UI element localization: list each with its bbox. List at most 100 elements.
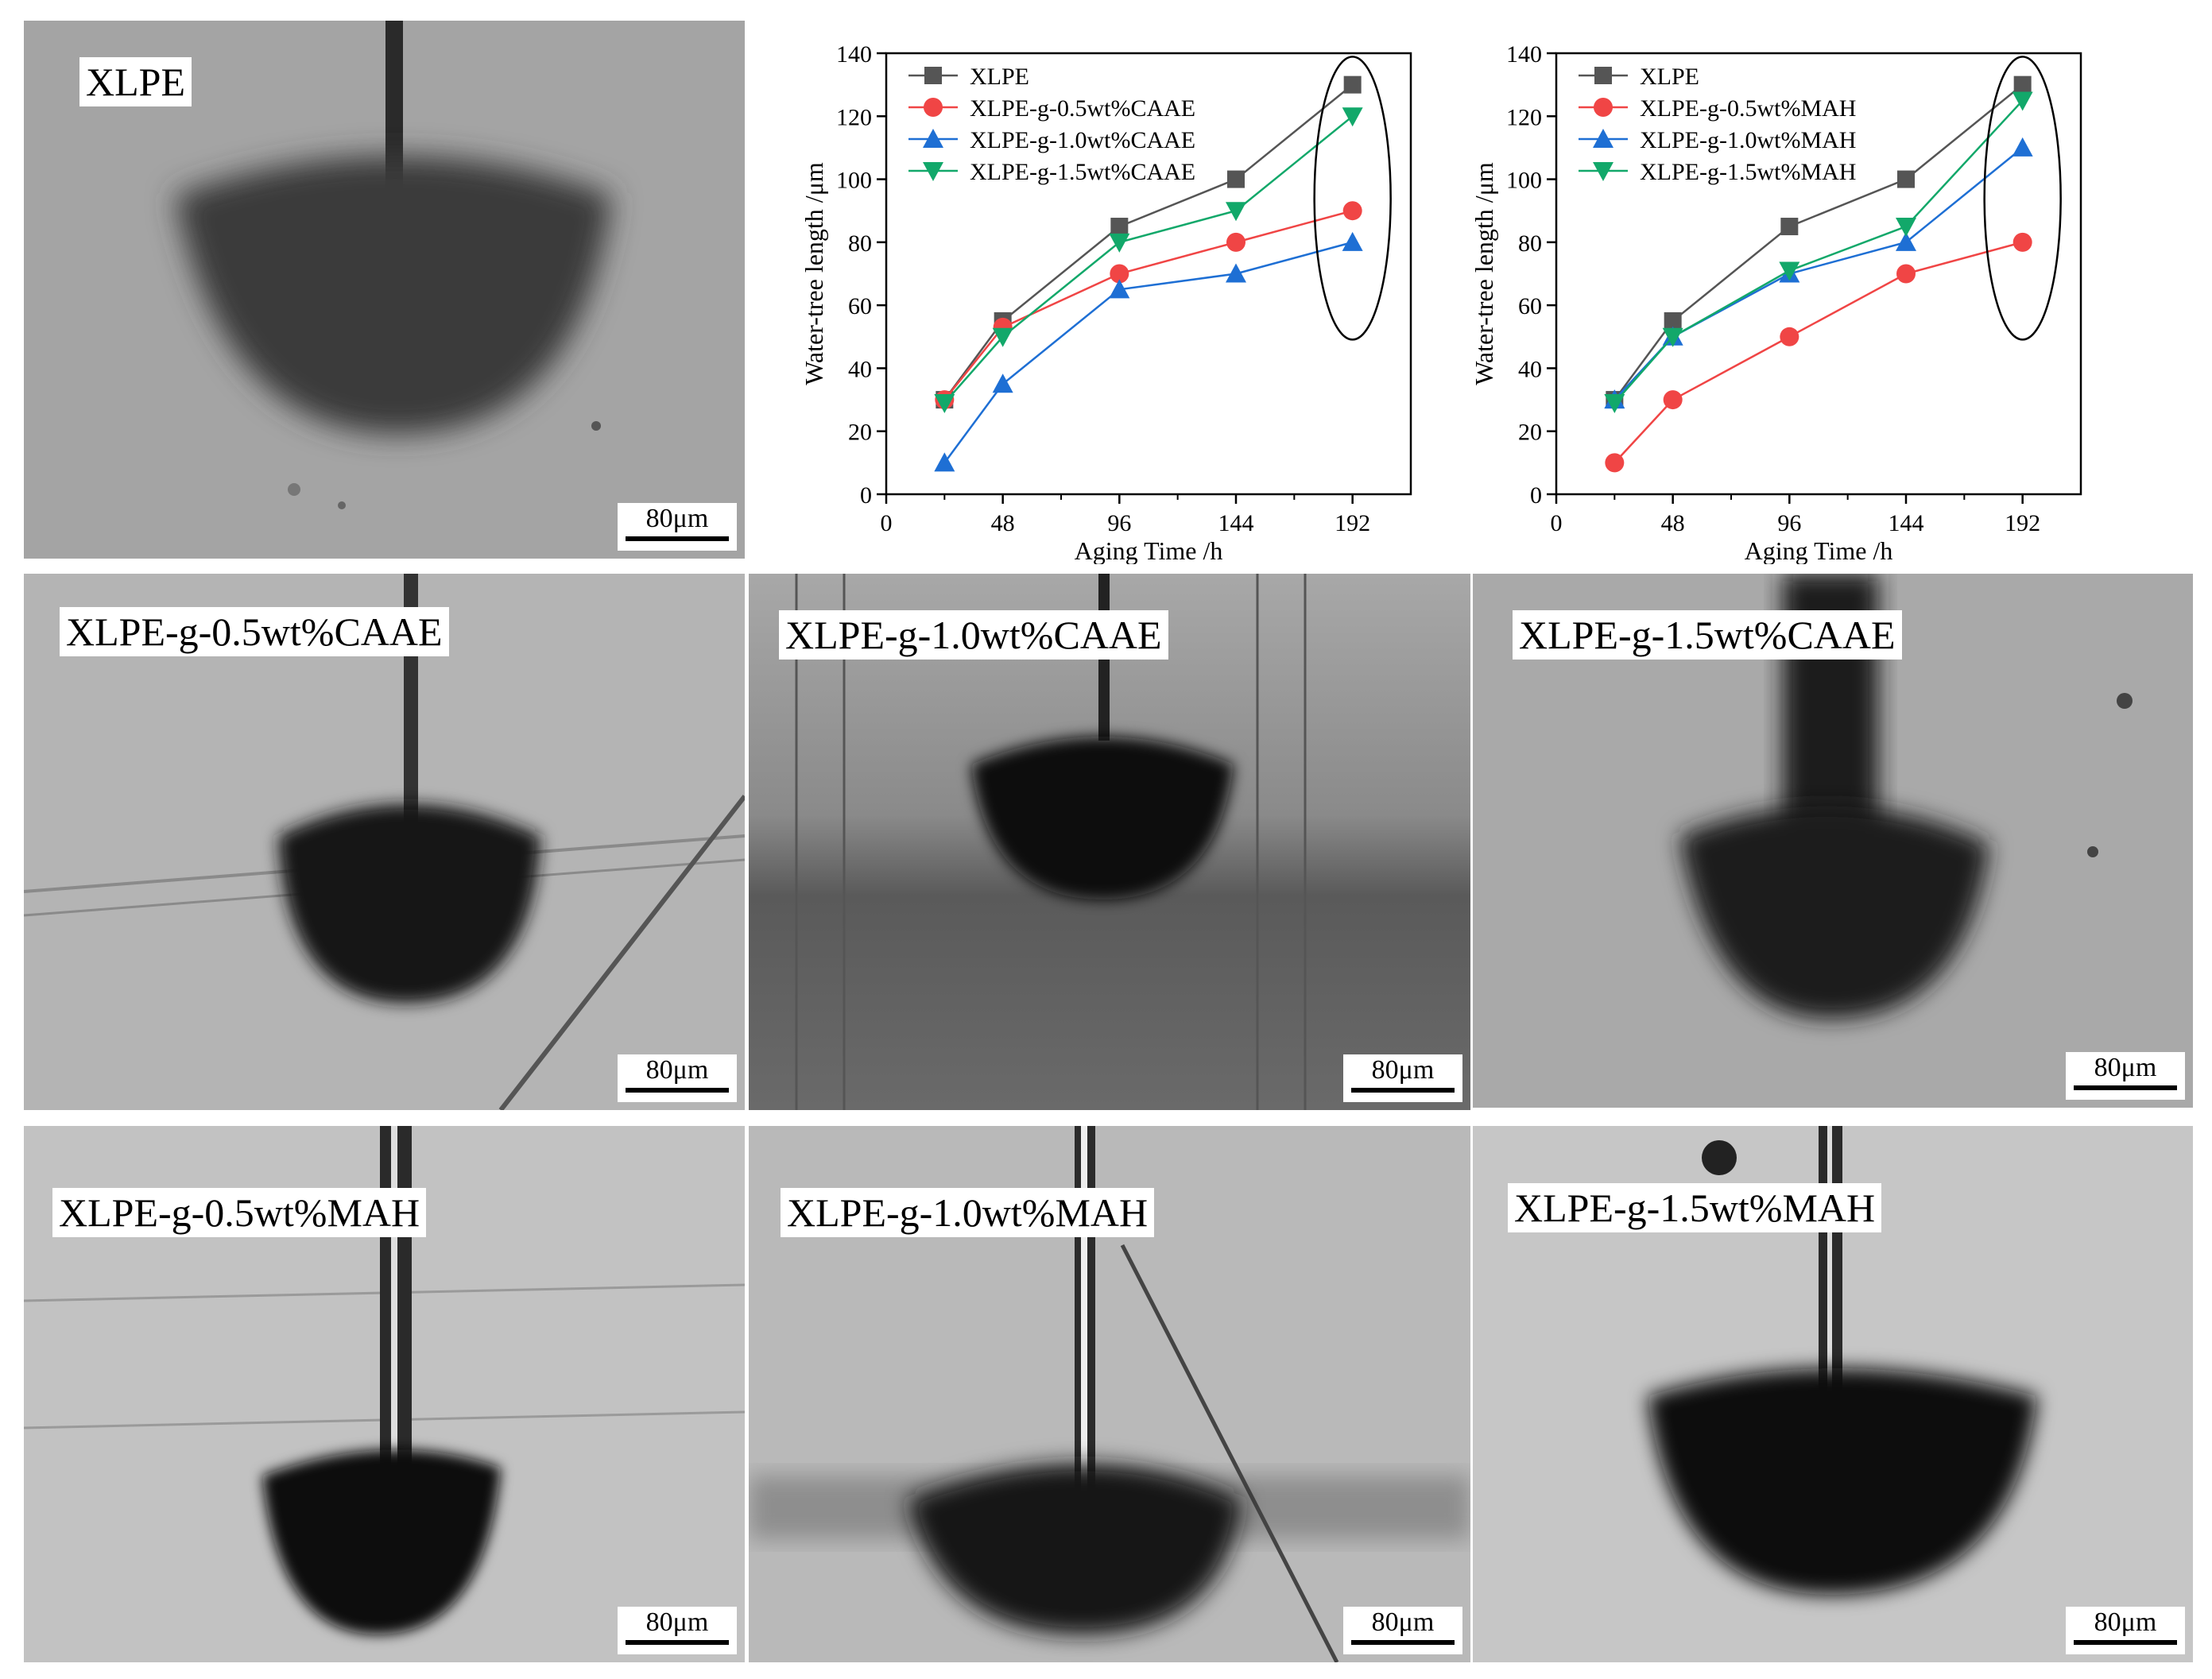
- data-point: [1896, 231, 1916, 251]
- scale-label: 80μm: [2094, 1607, 2157, 1637]
- series-line: [943, 210, 1353, 400]
- legend-marker: [1593, 162, 1613, 181]
- x-tick-label: 48: [1661, 510, 1685, 536]
- scale-bar: 80μm: [618, 1054, 737, 1102]
- scale-bar: 80μm: [618, 1607, 737, 1654]
- data-point: [1342, 201, 1362, 221]
- series-line: [1613, 146, 2024, 400]
- y-tick-label: 140: [1506, 41, 1542, 68]
- water-tree-chart-mah: 0 20 40 60 80 100 120 140 0 48 96 144 192 Aging Time …: [1457, 16, 2140, 564]
- x-tick-label: 48: [991, 510, 1015, 536]
- legend-marker: [923, 129, 943, 148]
- legend-marker: [1594, 98, 1613, 117]
- data-point: [1780, 218, 1799, 236]
- data-point: [1109, 279, 1130, 299]
- scale-line: [626, 1640, 729, 1645]
- x-tick-label: 96: [1107, 510, 1131, 536]
- data-point: [1779, 261, 1800, 281]
- micrograph-image: [24, 21, 745, 559]
- data-point: [1110, 218, 1129, 236]
- data-point: [1896, 264, 1916, 284]
- scale-line: [626, 536, 729, 541]
- legend-label: XLPE-g-1.5wt%CAAE: [970, 159, 1195, 185]
- panel-label: XLPE: [79, 57, 192, 106]
- panel-label: XLPE-g-1.5wt%MAH: [1508, 1183, 1882, 1232]
- highlight-ellipse: [1983, 56, 2062, 341]
- scale-line: [626, 1088, 729, 1093]
- micrograph-xlpe-g-0-5-mah: XLPE-g-0.5wt%MAH 80μm: [24, 1126, 745, 1662]
- y-tick-label: 40: [1518, 356, 1542, 382]
- data-point: [2012, 232, 2032, 252]
- highlight-ellipse: [1313, 56, 1392, 341]
- legend-marker: [1593, 129, 1613, 148]
- data-point: [2012, 137, 2033, 157]
- legend-label: XLPE-g-1.5wt%MAH: [1640, 159, 1856, 185]
- scale-label: 80μm: [645, 504, 709, 533]
- scale-label: 80μm: [645, 1055, 709, 1085]
- micrograph-image: [24, 574, 745, 1110]
- data-point: [1342, 107, 1363, 127]
- micrograph-xlpe-g-1-0-mah: XLPE-g-1.0wt%MAH 80μm: [749, 1126, 1470, 1662]
- y-tick-label: 100: [1506, 168, 1542, 194]
- legend-label: XLPE-g-1.0wt%MAH: [1640, 127, 1856, 153]
- data-point: [992, 373, 1013, 393]
- data-point: [1110, 264, 1129, 284]
- y-tick-label: 120: [1506, 104, 1542, 130]
- y-tick-label: 40: [848, 356, 872, 382]
- panel-label: XLPE-g-0.5wt%MAH: [52, 1188, 427, 1237]
- data-point: [1605, 453, 1625, 473]
- chart-svg: 0 20 40 60 80 100 120 140 0 48 96 144 192 Aging Time …: [1470, 41, 2082, 564]
- scale-bar: 80μm: [618, 503, 737, 551]
- data-point: [934, 394, 955, 414]
- plot-frame: [885, 52, 1412, 496]
- data-point: [1663, 390, 1683, 410]
- x-tick-label: 192: [2005, 510, 2040, 536]
- y-tick-label: 60: [848, 293, 872, 319]
- x-tick-label: 0: [881, 510, 893, 536]
- legend-label: XLPE-g-0.5wt%MAH: [1640, 95, 1856, 122]
- micrograph-xlpe-g-1-0-caae: XLPE-g-1.0wt%CAAE 80μm: [749, 574, 1470, 1110]
- scale-label: 80μm: [2094, 1053, 2157, 1082]
- legend-marker: [923, 162, 943, 181]
- data-point: [1343, 75, 1362, 94]
- scale-line: [1351, 1640, 1455, 1645]
- y-tick-label: 80: [1518, 230, 1542, 257]
- y-tick-label: 0: [860, 482, 872, 509]
- legend-marker: [924, 98, 943, 117]
- legend-label: XLPE: [970, 64, 1029, 90]
- panel-label: XLPE-g-1.0wt%MAH: [781, 1188, 1155, 1237]
- panel-label: XLPE-g-1.0wt%CAAE: [779, 610, 1168, 660]
- scale-line: [2074, 1640, 2177, 1645]
- y-tick-label: 120: [836, 104, 872, 130]
- x-axis-label: Aging Time /h: [1745, 536, 1893, 564]
- legend-label: XLPE-g-1.0wt%CAAE: [970, 127, 1195, 153]
- data-point: [992, 327, 1013, 347]
- data-point: [1226, 263, 1246, 283]
- scale-line: [1351, 1088, 1455, 1093]
- scale-bar: 80μm: [1343, 1607, 1462, 1654]
- data-point: [1897, 170, 1915, 188]
- data-point: [1664, 311, 1682, 330]
- data-point: [934, 452, 955, 472]
- x-tick-label: 192: [1335, 510, 1370, 536]
- y-tick-label: 0: [1530, 482, 1542, 509]
- y-tick-label: 60: [1518, 293, 1542, 319]
- y-tick-label: 140: [836, 41, 872, 68]
- data-point: [1226, 232, 1245, 252]
- y-axis-label: Water-tree length /μm: [1470, 162, 1498, 385]
- chart-svg: 0 20 40 60 80 100 120 140 0 48 96 144 192 Aging Time …: [800, 41, 1412, 564]
- scale-label: 80μm: [1371, 1055, 1435, 1085]
- scale-bar: 80μm: [2066, 1607, 2185, 1654]
- data-point: [1109, 233, 1130, 253]
- scale-label: 80μm: [645, 1607, 709, 1637]
- y-tick-label: 100: [836, 168, 872, 194]
- scale-line: [2074, 1085, 2177, 1090]
- series-line: [943, 241, 1353, 464]
- y-tick-label: 80: [848, 230, 872, 257]
- micrograph-image: [1473, 574, 2193, 1108]
- legend-label: XLPE: [1640, 64, 1699, 90]
- water-tree-chart-caae: 0 20 40 60 80 100 120 140 0 48 96 144 192 Aging Time …: [787, 16, 1470, 564]
- data-point: [1342, 231, 1363, 251]
- data-point: [2013, 75, 2032, 94]
- data-point: [1662, 327, 1683, 347]
